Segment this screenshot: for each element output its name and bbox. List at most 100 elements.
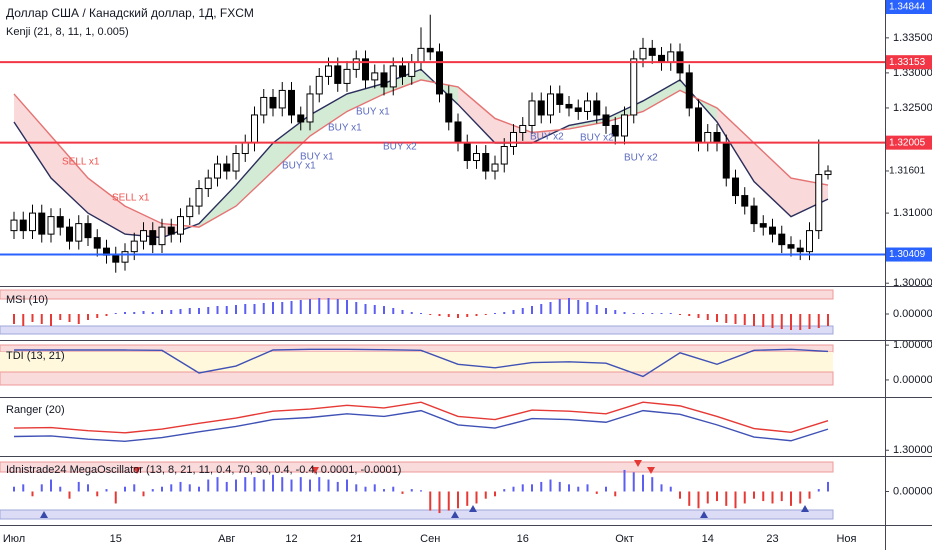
- histogram-bar: [494, 313, 496, 314]
- candle-body: [371, 72, 379, 81]
- candle-body: [574, 107, 582, 112]
- candle-body: [510, 131, 517, 148]
- histogram-bar: [133, 484, 136, 492]
- histogram-bar: [512, 486, 515, 492]
- tdi-bands: [0, 344, 834, 386]
- candle-body: [611, 124, 619, 137]
- kenji-cloud: [347, 83, 384, 112]
- histogram-bar: [68, 491, 71, 499]
- candle-body: [204, 177, 212, 190]
- y-tick-label: 1.33000: [893, 67, 932, 79]
- histogram-bar: [549, 302, 552, 314]
- histogram-bar: [494, 491, 496, 497]
- histogram-bar: [438, 491, 441, 514]
- histogram-bar: [568, 298, 570, 314]
- histogram-bar: [22, 314, 25, 326]
- histogram-bar: [799, 314, 802, 330]
- histogram-bar: [725, 314, 728, 323]
- histogram-bar: [605, 308, 607, 314]
- histogram-bar: [420, 313, 422, 314]
- candle-body: [621, 114, 628, 137]
- histogram-bar: [22, 484, 25, 492]
- histogram-bar: [31, 491, 34, 497]
- histogram-bar: [383, 306, 385, 314]
- x-tick-label: Окт: [615, 533, 634, 545]
- x-tick-label: 16: [517, 533, 529, 545]
- panel-title: Idnistrade24 MegaOscillator (13, 8, 21, …: [6, 464, 401, 476]
- candle-body: [130, 240, 138, 253]
- candle-body: [223, 163, 231, 172]
- histogram-bar: [716, 314, 718, 322]
- candle-body: [10, 219, 18, 232]
- candle-body: [112, 254, 120, 263]
- candle-body: [389, 65, 397, 88]
- histogram-bar: [161, 486, 163, 492]
- candle-body: [806, 230, 813, 253]
- histogram-bar: [484, 491, 487, 499]
- histogram-bar: [753, 314, 755, 326]
- histogram-bar: [170, 310, 173, 314]
- candle-body: [500, 146, 508, 165]
- x-tick-label: Ноя: [836, 533, 856, 545]
- histogram-bar: [614, 310, 617, 314]
- histogram-bar: [771, 314, 774, 328]
- histogram-bar: [780, 314, 783, 329]
- histogram-bar: [623, 469, 626, 492]
- level-label: 1.32005: [889, 137, 926, 148]
- x-tick-label: 23: [766, 533, 778, 545]
- histogram-bar: [466, 314, 469, 317]
- histogram-bar: [780, 491, 783, 502]
- histogram-bar: [355, 302, 358, 314]
- histogram-bar: [531, 306, 533, 314]
- candle-body: [47, 216, 55, 235]
- histogram-bar: [420, 490, 422, 492]
- mega-bands: [0, 461, 834, 520]
- histogram-bar: [161, 310, 163, 314]
- histogram-bar: [77, 481, 80, 492]
- candle-body: [824, 170, 832, 176]
- histogram-bar: [410, 489, 413, 492]
- histogram-bar: [235, 479, 237, 492]
- histogram-bar: [447, 491, 450, 511]
- candle-body: [251, 114, 258, 144]
- indicator-line: [14, 348, 829, 378]
- histogram-bar: [105, 489, 108, 492]
- candle-body: [556, 93, 564, 105]
- candle-body: [75, 223, 83, 242]
- histogram-bar: [373, 484, 376, 492]
- panel-title: TDI (13, 21): [6, 350, 65, 362]
- histogram-bar: [40, 484, 43, 492]
- histogram-bar: [309, 299, 311, 314]
- candle-body: [436, 51, 443, 95]
- indicator-line: [13, 79, 829, 228]
- histogram-bar: [346, 300, 348, 314]
- candle-body: [29, 212, 36, 232]
- histogram-bar: [577, 300, 580, 314]
- candle-body: [796, 247, 804, 253]
- y-tick-label: 1.31000: [893, 207, 932, 219]
- histogram-bar: [383, 489, 385, 492]
- chart-title: Доллар США / Канадский доллар, 1Д, FXCM: [6, 6, 254, 20]
- histogram-bar: [364, 304, 367, 314]
- candle-body: [186, 205, 194, 218]
- histogram-bar: [50, 314, 52, 326]
- histogram-bar: [225, 481, 228, 492]
- histogram-bar: [124, 486, 126, 492]
- histogram-bar: [235, 305, 237, 314]
- candle-body: [269, 96, 277, 109]
- x-tick-label: Июл: [3, 533, 25, 545]
- histogram-bar: [253, 477, 256, 492]
- level-label: 1.34844: [889, 2, 926, 13]
- histogram-bar: [531, 484, 533, 492]
- histogram-bar: [31, 314, 34, 322]
- candle-body: [787, 244, 795, 249]
- histogram-bar: [762, 491, 765, 502]
- histogram-bar: [142, 491, 145, 497]
- histogram-bar: [457, 491, 459, 509]
- candle-body: [528, 100, 536, 126]
- histogram-bar: [697, 491, 700, 509]
- candle-body: [260, 96, 268, 116]
- histogram-bar: [346, 479, 348, 492]
- histogram-bar: [595, 491, 598, 494]
